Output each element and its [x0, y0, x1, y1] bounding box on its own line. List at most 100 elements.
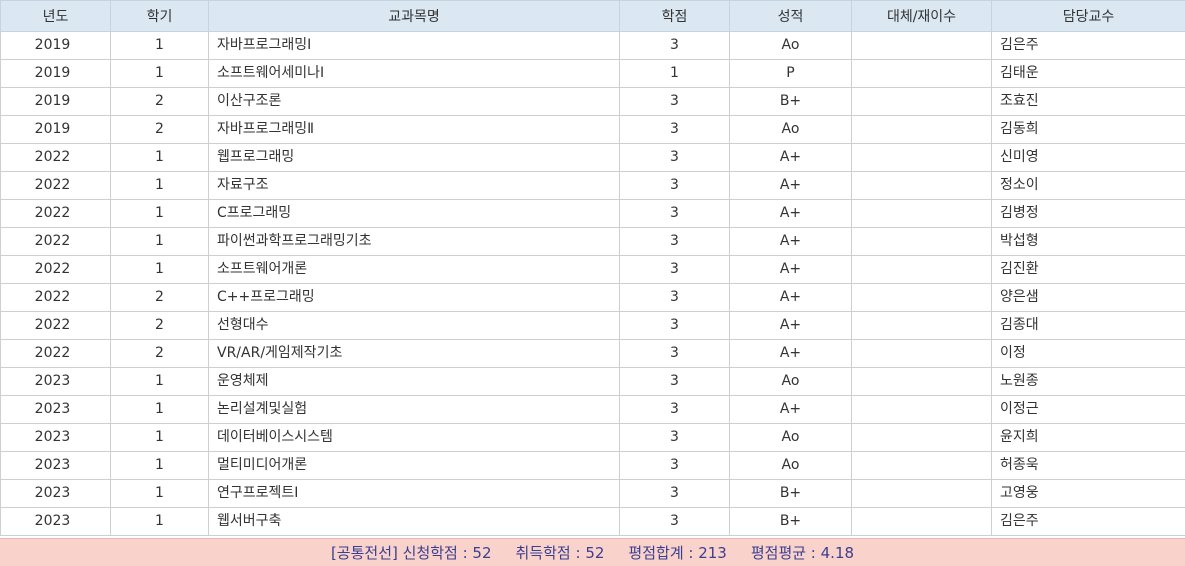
table-row: 2022 1 웹프로그래밍 3 A+ 신미영: [0, 143, 1185, 172]
cell-grade: Ao: [729, 115, 852, 144]
cell-term: 2: [110, 311, 209, 340]
cell-professor: 신미영: [991, 143, 1185, 172]
cell-retake: [851, 59, 992, 88]
cell-term: 1: [110, 367, 209, 396]
cell-retake: [851, 199, 992, 228]
column-header-credit: 학점: [619, 0, 730, 32]
cell-grade: A+: [729, 339, 852, 368]
column-header-subject: 교과목명: [208, 0, 620, 32]
cell-subject: VR/AR/게임제작기초: [208, 339, 620, 368]
header-row: 년도 학기 교과목명 학점 성적 대체/재이수 담당교수: [0, 0, 1185, 32]
cell-year: 2022: [0, 199, 111, 228]
cell-retake: [851, 395, 992, 424]
column-header-term: 학기: [110, 0, 209, 32]
cell-credit: 3: [619, 115, 730, 144]
column-header-year: 년도: [0, 0, 111, 32]
table-row: 2023 1 데이터베이스시스템 3 Ao 윤지희: [0, 423, 1185, 452]
summary-applied-credits: 신청학점 : 52: [402, 544, 492, 562]
cell-subject: 선형대수: [208, 311, 620, 340]
cell-term: 2: [110, 283, 209, 312]
cell-subject: 웹프로그래밍: [208, 143, 620, 172]
cell-term: 1: [110, 227, 209, 256]
cell-term: 2: [110, 339, 209, 368]
cell-subject: 데이터베이스시스템: [208, 423, 620, 452]
cell-term: 1: [110, 451, 209, 480]
cell-term: 1: [110, 171, 209, 200]
cell-grade: A+: [729, 255, 852, 284]
cell-year: 2022: [0, 311, 111, 340]
cell-grade: A+: [729, 199, 852, 228]
cell-subject: 논리설계및실험: [208, 395, 620, 424]
cell-professor: 정소이: [991, 171, 1185, 200]
cell-subject: 연구프로젝트I: [208, 479, 620, 508]
table-row: 2022 2 선형대수 3 A+ 김종대: [0, 311, 1185, 340]
cell-credit: 3: [619, 199, 730, 228]
summary-bar: [공통전선] 신청학점 : 52 취득학점 : 52 평점합계 : 213 평점…: [0, 538, 1185, 566]
cell-retake: [851, 479, 992, 508]
cell-retake: [851, 255, 992, 284]
cell-year: 2019: [0, 31, 111, 60]
cell-year: 2023: [0, 367, 111, 396]
summary-grade-total: 평점합계 : 213: [628, 544, 727, 562]
cell-year: 2019: [0, 59, 111, 88]
cell-subject: C++프로그래밍: [208, 283, 620, 312]
cell-grade: A+: [729, 143, 852, 172]
table-row: 2023 1 논리설계및실험 3 A+ 이정근: [0, 395, 1185, 424]
cell-retake: [851, 423, 992, 452]
summary-category: [공통전선]: [330, 544, 398, 562]
summary-grade-average: 평점평균 : 4.18: [750, 544, 855, 562]
cell-year: 2023: [0, 479, 111, 508]
table-row: 2022 1 C프로그래밍 3 A+ 김병정: [0, 199, 1185, 228]
table-row: 2022 1 소프트웨어개론 3 A+ 김진환: [0, 255, 1185, 284]
table-row: 2023 1 연구프로젝트I 3 B+ 고영웅: [0, 479, 1185, 508]
cell-professor: 이정: [991, 339, 1185, 368]
table-row: 2019 2 자바프로그래밍Ⅱ 3 Ao 김동희: [0, 115, 1185, 144]
cell-subject: 자바프로그래밍Ⅱ: [208, 115, 620, 144]
cell-grade: A+: [729, 311, 852, 340]
cell-grade: Ao: [729, 451, 852, 480]
cell-retake: [851, 283, 992, 312]
cell-credit: 3: [619, 395, 730, 424]
cell-grade: Ao: [729, 423, 852, 452]
cell-year: 2023: [0, 451, 111, 480]
cell-term: 2: [110, 115, 209, 144]
cell-term: 1: [110, 255, 209, 284]
cell-professor: 허종욱: [991, 451, 1185, 480]
cell-subject: 소프트웨어세미나I: [208, 59, 620, 88]
cell-professor: 이정근: [991, 395, 1185, 424]
cell-subject: 웹서버구축: [208, 507, 620, 536]
cell-term: 1: [110, 479, 209, 508]
table-row: 2023 1 멀티미디어개론 3 Ao 허종욱: [0, 451, 1185, 480]
cell-subject: 자료구조: [208, 171, 620, 200]
cell-term: 1: [110, 507, 209, 536]
cell-grade: Ao: [729, 367, 852, 396]
cell-retake: [851, 367, 992, 396]
cell-subject: C프로그래밍: [208, 199, 620, 228]
cell-credit: 3: [619, 283, 730, 312]
cell-year: 2023: [0, 423, 111, 452]
cell-professor: 김진환: [991, 255, 1185, 284]
cell-subject: 파이썬과학프로그래밍기초: [208, 227, 620, 256]
cell-professor: 노원종: [991, 367, 1185, 396]
cell-grade: P: [729, 59, 852, 88]
cell-term: 1: [110, 199, 209, 228]
cell-credit: 3: [619, 507, 730, 536]
cell-credit: 3: [619, 479, 730, 508]
cell-year: 2019: [0, 115, 111, 144]
table-row: 2019 2 이산구조론 3 B+ 조효진: [0, 87, 1185, 116]
cell-professor: 박섭형: [991, 227, 1185, 256]
cell-term: 2: [110, 87, 209, 116]
cell-credit: 3: [619, 255, 730, 284]
column-header-professor: 담당교수: [991, 0, 1185, 32]
cell-credit: 3: [619, 31, 730, 60]
table-row: 2023 1 웹서버구축 3 B+ 김은주: [0, 507, 1185, 536]
column-header-retake: 대체/재이수: [851, 0, 992, 32]
cell-professor: 고영웅: [991, 479, 1185, 508]
cell-credit: 3: [619, 171, 730, 200]
cell-credit: 3: [619, 311, 730, 340]
table-row: 2022 1 파이썬과학프로그래밍기초 3 A+ 박섭형: [0, 227, 1185, 256]
cell-year: 2022: [0, 339, 111, 368]
cell-term: 1: [110, 395, 209, 424]
cell-retake: [851, 507, 992, 536]
cell-grade: B+: [729, 479, 852, 508]
